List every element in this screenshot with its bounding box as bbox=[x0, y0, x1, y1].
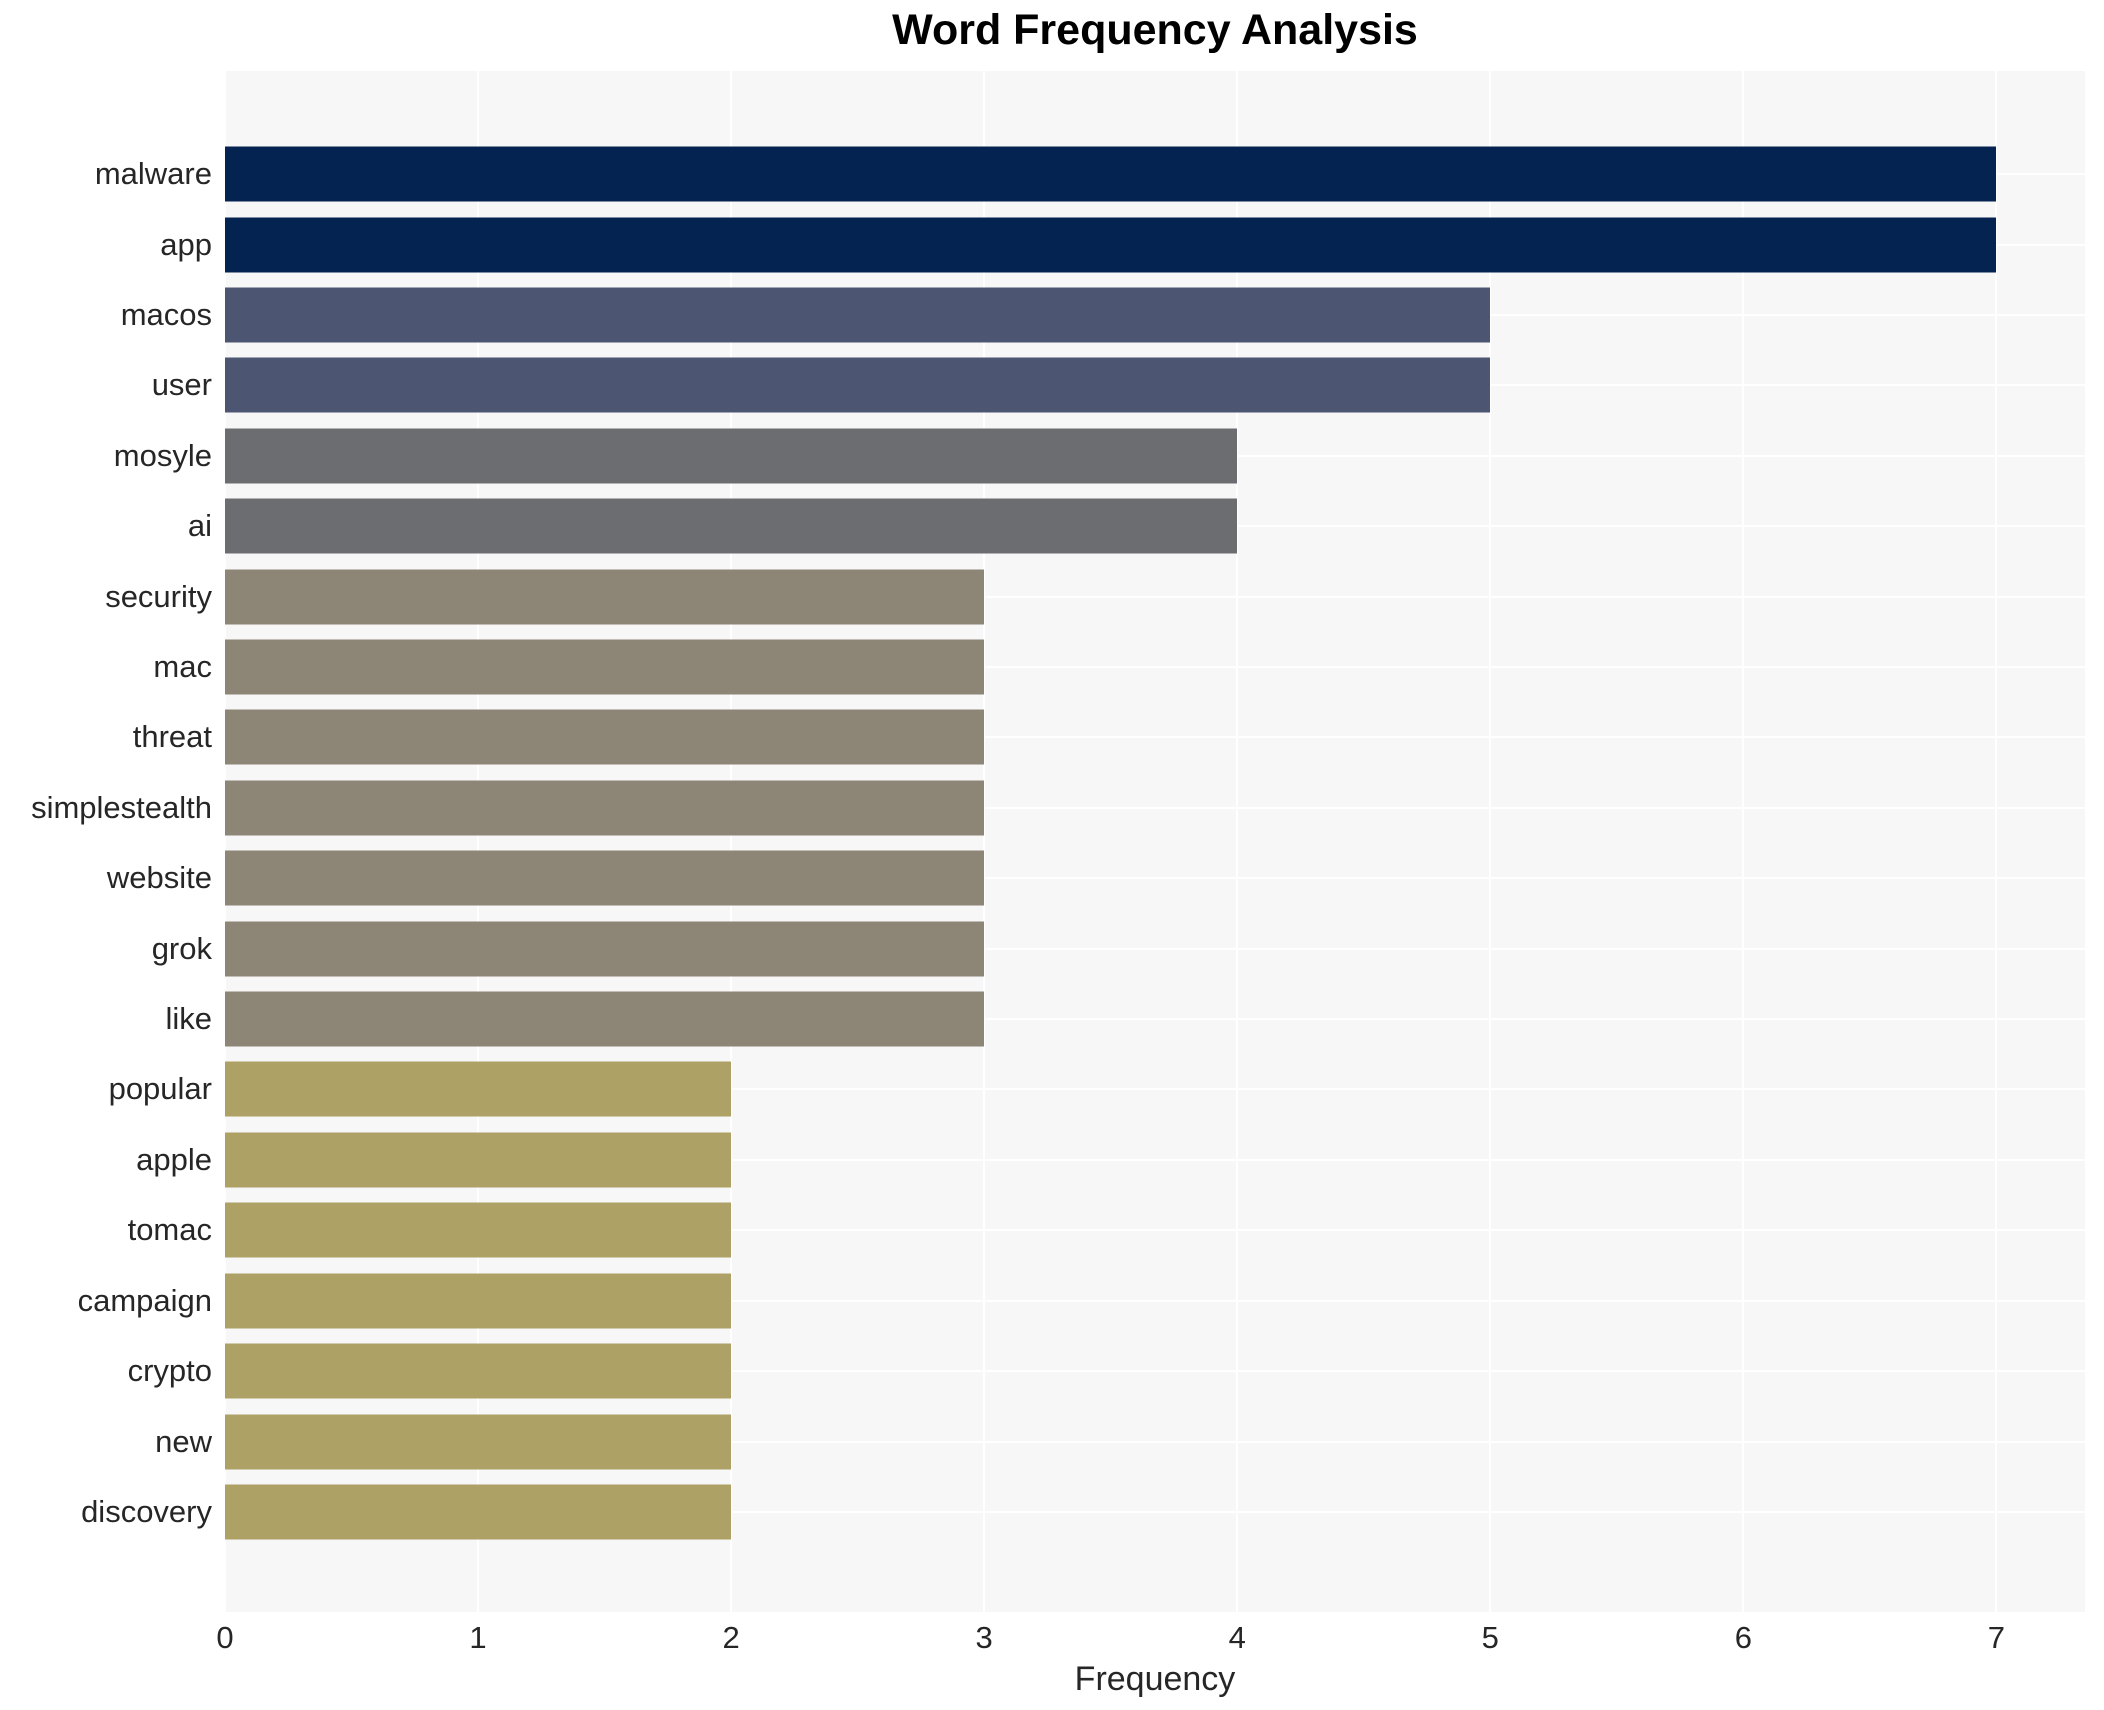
bar-row bbox=[225, 280, 2085, 350]
bar-row bbox=[225, 561, 2085, 631]
y-gridline bbox=[225, 1510, 2085, 1513]
bar-security bbox=[225, 569, 985, 625]
bar-row bbox=[225, 1125, 2085, 1195]
bar-row bbox=[225, 491, 2085, 561]
x-tick-label-3: 3 bbox=[975, 1620, 993, 1655]
bar-row bbox=[225, 1054, 2085, 1124]
bar-campaign bbox=[225, 1273, 732, 1329]
y-tick-label-mosyle: mosyle bbox=[113, 437, 212, 473]
bar-macos bbox=[225, 287, 1491, 343]
x-tick-label-1: 1 bbox=[469, 1620, 487, 1655]
bar-simplestealth bbox=[225, 780, 985, 836]
y-tick-label-user: user bbox=[151, 367, 212, 403]
y-tick-label-like: like bbox=[165, 1001, 212, 1037]
bar-app bbox=[225, 217, 1997, 273]
bar-row bbox=[225, 350, 2085, 420]
x-gridline bbox=[1489, 71, 1492, 1612]
bar-ai bbox=[225, 498, 1238, 554]
bar-row bbox=[225, 843, 2085, 913]
x-gridline bbox=[224, 71, 226, 1612]
y-tick-label-tomac: tomac bbox=[127, 1212, 212, 1248]
y-tick-label-apple: apple bbox=[136, 1141, 212, 1177]
bar-row bbox=[225, 1195, 2085, 1265]
y-axis-tick-labels: malware app macos user mosyle ai security mac th… bbox=[0, 139, 212, 1547]
bar-row bbox=[225, 702, 2085, 772]
x-tick-label-2: 2 bbox=[722, 1620, 740, 1655]
x-axis-tick-labels: 0 1 2 3 4 5 6 7 bbox=[216, 1620, 2085, 1660]
bar-row bbox=[225, 421, 2085, 491]
bar-threat bbox=[225, 709, 985, 765]
y-gridline bbox=[225, 1370, 2085, 1373]
y-gridline bbox=[225, 1440, 2085, 1443]
bar-row bbox=[225, 773, 2085, 843]
y-gridline bbox=[225, 1088, 2085, 1091]
x-tick-label-7: 7 bbox=[1987, 1620, 2006, 1655]
x-axis-title: Frequency bbox=[1074, 1660, 1236, 1698]
bar-row bbox=[225, 209, 2085, 279]
y-tick-label-security: security bbox=[105, 578, 212, 614]
y-tick-label-ai: ai bbox=[187, 508, 212, 544]
chart-title: Word Frequency Analysis bbox=[892, 6, 1418, 54]
y-gridline bbox=[225, 1299, 2085, 1302]
x-tick-label-5: 5 bbox=[1481, 1620, 1499, 1655]
x-gridline bbox=[1236, 71, 1239, 1612]
x-gridline bbox=[1742, 71, 1745, 1612]
bar-row bbox=[225, 1336, 2085, 1406]
y-gridline bbox=[225, 1018, 2085, 1021]
bar-malware bbox=[225, 146, 1997, 202]
bar-grok bbox=[225, 921, 985, 977]
bar-crypto bbox=[225, 1343, 732, 1399]
bar-like bbox=[225, 991, 985, 1047]
y-gridline bbox=[225, 806, 2085, 809]
bar-discovery bbox=[225, 1484, 732, 1540]
y-tick-label-grok: grok bbox=[151, 930, 212, 966]
x-gridline bbox=[477, 71, 480, 1612]
bar-mosyle bbox=[225, 428, 1238, 484]
x-gridline bbox=[730, 71, 733, 1612]
bar-mac bbox=[225, 639, 985, 695]
y-tick-label-new: new bbox=[155, 1423, 212, 1459]
y-tick-label-simplestealth: simplestealth bbox=[31, 789, 212, 825]
plot-area bbox=[224, 71, 2085, 1612]
y-gridline bbox=[225, 877, 2085, 880]
x-gridline bbox=[1995, 71, 1998, 1612]
x-gridline bbox=[983, 71, 986, 1612]
bar-new bbox=[225, 1414, 732, 1470]
x-tick-label-6: 6 bbox=[1734, 1620, 1752, 1655]
bar-row bbox=[225, 1406, 2085, 1476]
x-tick-label-4: 4 bbox=[1228, 1620, 1246, 1655]
y-tick-label-discovery: discovery bbox=[81, 1493, 212, 1529]
y-tick-label-mac: mac bbox=[153, 649, 212, 685]
bars-area bbox=[225, 139, 2085, 1547]
y-tick-label-website: website bbox=[106, 860, 212, 896]
y-tick-label-malware: malware bbox=[94, 156, 212, 192]
y-tick-label-threat: threat bbox=[132, 719, 212, 755]
bar-apple bbox=[225, 1132, 732, 1188]
y-gridline bbox=[225, 666, 2085, 669]
bar-user bbox=[225, 357, 1491, 413]
bar-row bbox=[225, 632, 2085, 702]
y-tick-label-crypto: crypto bbox=[127, 1353, 212, 1389]
bar-row bbox=[225, 1477, 2085, 1547]
y-tick-label-app: app bbox=[160, 226, 212, 262]
x-tick-label-0: 0 bbox=[216, 1620, 234, 1655]
bar-popular bbox=[225, 1061, 732, 1117]
bar-tomac bbox=[225, 1202, 732, 1258]
y-gridline bbox=[225, 1158, 2085, 1161]
bar-website bbox=[225, 850, 985, 906]
y-gridline bbox=[225, 1229, 2085, 1232]
bar-row bbox=[225, 913, 2085, 983]
y-gridline bbox=[225, 595, 2085, 598]
bar-row bbox=[225, 1266, 2085, 1336]
y-gridline bbox=[225, 947, 2085, 950]
bar-row bbox=[225, 984, 2085, 1054]
bar-row bbox=[225, 139, 2085, 209]
y-gridline bbox=[225, 736, 2085, 739]
y-tick-label-popular: popular bbox=[108, 1071, 212, 1107]
y-tick-label-macos: macos bbox=[120, 297, 212, 333]
y-tick-label-campaign: campaign bbox=[77, 1282, 212, 1318]
